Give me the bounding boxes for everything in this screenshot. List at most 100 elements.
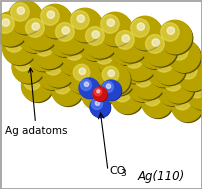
Circle shape — [0, 15, 14, 33]
Circle shape — [8, 0, 42, 34]
Circle shape — [51, 74, 82, 105]
Circle shape — [20, 22, 38, 40]
Circle shape — [187, 80, 202, 110]
Circle shape — [74, 61, 92, 79]
Circle shape — [57, 43, 88, 75]
Circle shape — [10, 2, 43, 35]
Circle shape — [79, 68, 85, 75]
Circle shape — [70, 11, 89, 29]
Circle shape — [18, 20, 50, 52]
Circle shape — [116, 38, 123, 45]
Circle shape — [101, 81, 121, 101]
Circle shape — [131, 54, 138, 61]
Circle shape — [32, 36, 65, 68]
Circle shape — [80, 79, 99, 99]
Circle shape — [130, 19, 148, 37]
Circle shape — [194, 85, 201, 91]
Circle shape — [107, 32, 140, 64]
Circle shape — [87, 47, 118, 79]
Circle shape — [114, 30, 147, 63]
Circle shape — [59, 45, 89, 76]
Circle shape — [69, 10, 102, 43]
Circle shape — [164, 81, 171, 88]
Circle shape — [163, 73, 194, 104]
Circle shape — [164, 73, 181, 91]
Circle shape — [169, 42, 187, 60]
Circle shape — [11, 3, 29, 21]
Circle shape — [83, 80, 113, 110]
Circle shape — [56, 30, 63, 37]
Circle shape — [161, 71, 193, 103]
Circle shape — [107, 19, 114, 26]
Circle shape — [113, 84, 143, 115]
Circle shape — [103, 65, 134, 96]
Circle shape — [5, 34, 23, 52]
Circle shape — [80, 30, 98, 48]
Circle shape — [0, 12, 27, 46]
Circle shape — [79, 29, 111, 61]
Circle shape — [143, 89, 160, 106]
Circle shape — [44, 57, 62, 75]
Circle shape — [95, 101, 99, 105]
Circle shape — [107, 70, 114, 77]
Circle shape — [92, 31, 99, 38]
Text: CO: CO — [108, 166, 125, 176]
Circle shape — [89, 50, 106, 67]
Circle shape — [35, 46, 42, 53]
Circle shape — [37, 59, 67, 89]
Circle shape — [156, 75, 186, 105]
Circle shape — [139, 37, 170, 69]
Circle shape — [102, 81, 113, 92]
Circle shape — [29, 77, 36, 84]
Circle shape — [47, 11, 54, 18]
Circle shape — [176, 46, 183, 53]
Circle shape — [43, 57, 75, 88]
Circle shape — [146, 55, 178, 87]
Circle shape — [85, 26, 104, 45]
Circle shape — [158, 77, 175, 94]
Circle shape — [172, 92, 202, 122]
Circle shape — [111, 82, 142, 114]
Circle shape — [65, 42, 83, 60]
Circle shape — [2, 19, 9, 26]
Circle shape — [27, 39, 58, 71]
Circle shape — [113, 85, 130, 102]
Circle shape — [113, 28, 146, 62]
Circle shape — [128, 73, 145, 90]
Circle shape — [94, 45, 126, 77]
Circle shape — [50, 61, 57, 68]
Circle shape — [42, 55, 74, 87]
Circle shape — [25, 19, 44, 37]
Text: 3: 3 — [120, 169, 126, 177]
Circle shape — [2, 32, 35, 64]
Circle shape — [59, 81, 66, 88]
Circle shape — [131, 67, 163, 99]
Circle shape — [34, 37, 66, 70]
Circle shape — [160, 58, 168, 65]
Circle shape — [119, 89, 126, 95]
Circle shape — [109, 33, 141, 65]
Circle shape — [98, 68, 128, 98]
Circle shape — [47, 24, 80, 56]
Circle shape — [93, 88, 107, 101]
Circle shape — [62, 40, 95, 73]
Circle shape — [32, 23, 39, 30]
Circle shape — [122, 47, 155, 81]
Circle shape — [134, 69, 151, 87]
Circle shape — [80, 80, 91, 91]
Circle shape — [166, 27, 174, 34]
Circle shape — [24, 73, 41, 90]
Circle shape — [68, 8, 101, 42]
Circle shape — [176, 59, 202, 91]
Circle shape — [101, 50, 108, 57]
Circle shape — [59, 46, 77, 63]
Circle shape — [35, 38, 53, 56]
Circle shape — [188, 81, 202, 98]
Circle shape — [117, 51, 148, 83]
Circle shape — [14, 53, 32, 71]
Circle shape — [134, 77, 141, 84]
Circle shape — [53, 76, 83, 106]
Circle shape — [71, 46, 78, 53]
Circle shape — [110, 34, 127, 52]
Circle shape — [45, 65, 51, 72]
